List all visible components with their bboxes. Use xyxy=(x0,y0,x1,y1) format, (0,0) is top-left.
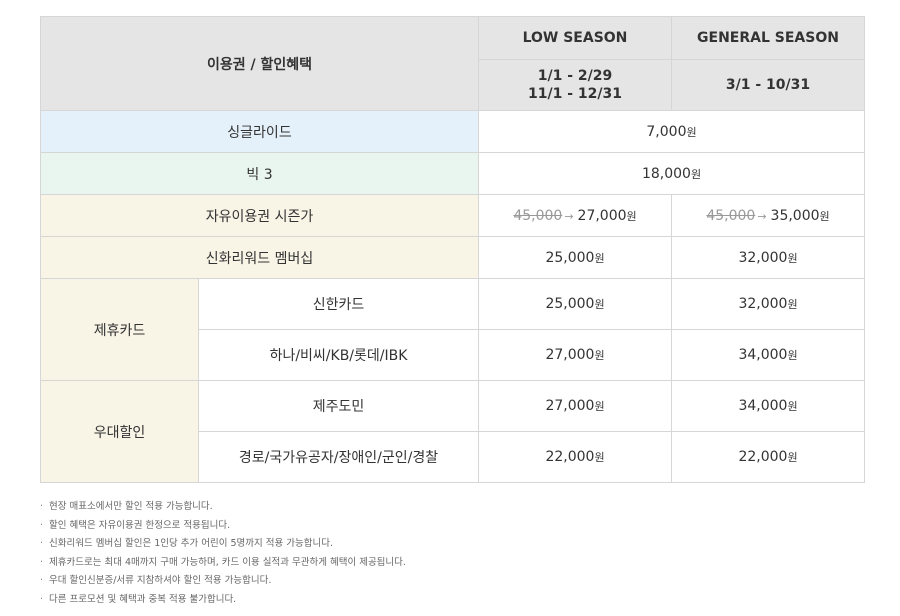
shinhan-card-low-price: 25,000원 xyxy=(478,278,672,330)
note-item: · 신화리워드 멤버십 할인은 1인당 추가 어린이 5명까지 적용 가능합니다. xyxy=(40,535,406,554)
table-row-big3: 빅 3 18,000원 xyxy=(40,152,865,195)
header-low-dates: 1/1 - 2/29 11/1 - 12/31 xyxy=(478,59,672,111)
table-row-single-ride: 싱글라이드 7,000원 xyxy=(40,110,865,153)
header-general-season: GENERAL SEASON xyxy=(671,16,865,60)
membership-general-price: 32,000원 xyxy=(671,236,865,279)
single-ride-label: 싱글라이드 xyxy=(40,110,479,153)
season-pass-general-price: 45,000 → 35,000원 xyxy=(671,194,865,237)
jeju-resident-general-price: 34,000원 xyxy=(671,380,865,432)
special-discount-low-price: 22,000원 xyxy=(478,431,672,483)
membership-low-price: 25,000원 xyxy=(478,236,672,279)
season-pass-label: 자유이용권 시즌가 xyxy=(40,194,479,237)
header-general-dates: 3/1 - 10/31 xyxy=(671,59,865,111)
low-dates-line-2: 11/1 - 12/31 xyxy=(528,86,622,102)
table-row-season-pass: 자유이용권 시즌가 45,000 → 27,000원 45,000 → 35,000원 xyxy=(40,194,865,237)
header-low-season: LOW SEASON xyxy=(478,16,672,60)
bullet-icon: · xyxy=(40,519,44,531)
membership-label: 신화리워드 멤버십 xyxy=(40,236,479,279)
other-cards-low-price: 27,000원 xyxy=(478,329,672,381)
special-discount-label: 경로/국가유공자/장애인/군인/경찰 xyxy=(198,431,479,483)
note-item: · 다른 프로모션 및 혜택과 중복 적용 불가합니다. xyxy=(40,591,406,610)
special-discount-general-price: 22,000원 xyxy=(671,431,865,483)
table-row-jeju-resident: 우대할인 제주도민 27,000원 34,000원 xyxy=(40,380,865,483)
bullet-icon: · xyxy=(40,593,44,605)
note-item: · 할인 혜택은 자유이용권 한정으로 적용됩니다. xyxy=(40,517,406,536)
arrow-icon: → xyxy=(757,209,767,223)
single-ride-price: 7,000원 xyxy=(478,110,865,153)
shinhan-card-general-price: 32,000원 xyxy=(671,278,865,330)
price-table: 이용권 / 할인혜택 LOW SEASON GENERAL SEASON 1/1… xyxy=(40,16,865,483)
other-cards-label: 하나/비씨/KB/롯데/IBK xyxy=(198,329,479,381)
bullet-icon: · xyxy=(40,575,44,587)
bullet-icon: · xyxy=(40,538,44,550)
note-item: · 현장 매표소에서만 할인 적용 가능합니다. xyxy=(40,498,406,517)
table-row-shinhan-card: 제휴카드 신한카드 25,000원 32,000원 xyxy=(40,278,865,381)
other-cards-general-price: 34,000원 xyxy=(671,329,865,381)
big3-price: 18,000원 xyxy=(478,152,865,195)
header-row-season: 이용권 / 할인혜택 LOW SEASON GENERAL SEASON xyxy=(40,16,865,111)
jeju-resident-label: 제주도민 xyxy=(198,380,479,432)
note-item: · 우대 할인신분증/서류 지참하셔야 할인 적용 가능합니다. xyxy=(40,572,406,591)
shinhan-card-label: 신한카드 xyxy=(198,278,479,330)
partner-card-group-label: 제휴카드 xyxy=(40,278,199,381)
season-pass-low-price: 45,000 → 27,000원 xyxy=(478,194,672,237)
header-row-dates: 1/1 - 2/29 11/1 - 12/31 3/1 - 10/31 xyxy=(41,59,865,111)
bullet-icon: · xyxy=(40,556,44,568)
season-pass-low-old-price: 45,000 xyxy=(513,207,563,224)
table-row-membership: 신화리워드 멤버십 25,000원 32,000원 xyxy=(40,236,865,279)
arrow-icon: → xyxy=(564,209,574,223)
bullet-icon: · xyxy=(40,501,44,512)
header-title: 이용권 / 할인혜택 xyxy=(40,16,479,111)
jeju-resident-low-price: 27,000원 xyxy=(478,380,672,432)
table-row-other-cards: 하나/비씨/KB/롯데/IBK 27,000원 34,000원 xyxy=(41,329,865,381)
discount-group-label: 우대할인 xyxy=(40,380,199,483)
table-row-special-discount: 경로/국가유공자/장애인/군인/경찰 22,000원 22,000원 xyxy=(41,431,865,483)
big3-label: 빅 3 xyxy=(40,152,479,195)
notes-list: · 현장 매표소에서만 할인 적용 가능합니다. · 할인 혜택은 자유이용권 한정… xyxy=(40,498,406,610)
note-item: · 제휴카드로는 최대 4매까지 구매 가능하며, 카드 이용 실적과 무관하게 … xyxy=(40,554,406,573)
season-pass-general-old-price: 45,000 xyxy=(706,207,756,224)
low-dates-line-1: 1/1 - 2/29 xyxy=(537,68,613,84)
